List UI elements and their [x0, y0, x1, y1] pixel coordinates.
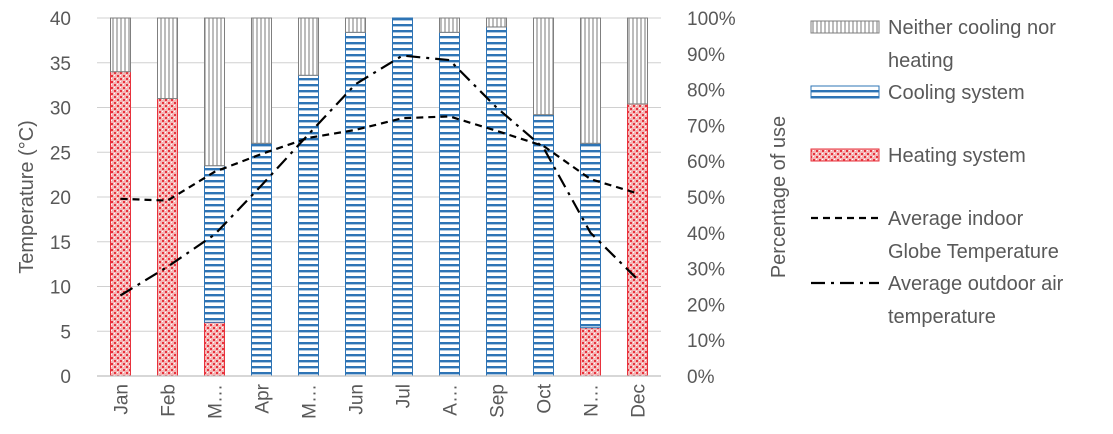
bar-segment [533, 17, 554, 116]
bar-segment [533, 114, 554, 377]
x-tick-label: N… [582, 384, 603, 417]
y-left-tick-label: 20 [50, 188, 71, 209]
axes: 0 5 10 15 20 25 30 35 40 0% 10% 20% 30% 40% 50% 60% 70% 8… [16, 9, 790, 419]
bar-segment [251, 142, 272, 377]
legend-label: heating [888, 50, 954, 72]
y-left-tick-label: 10 [50, 278, 71, 299]
bar-segment [345, 31, 366, 377]
legend-label: Average indoor [888, 208, 1024, 230]
y-left-tick-label: 0 [60, 367, 71, 388]
y-right-tick-label: 40% [687, 224, 725, 245]
bar-segment [627, 17, 648, 105]
y-right-tick-label: 20% [687, 295, 725, 316]
x-tick-label: Jul [394, 384, 415, 408]
bar-segment [345, 17, 366, 33]
bar-segment [204, 17, 225, 167]
legend: Neither cooling nor heating Cooling system… [810, 17, 1064, 328]
stacked-bars [110, 17, 648, 377]
bar-segment [392, 17, 413, 377]
y-right-tick-label: 0% [687, 367, 715, 388]
x-tick-label: A… [441, 384, 462, 416]
x-tick-label: Feb [159, 384, 180, 417]
y-left-tick-label: 35 [50, 54, 71, 75]
x-tick-label: M… [206, 384, 227, 419]
x-tick-label: Apr [253, 383, 274, 413]
y-right-tick-label: 100% [687, 9, 736, 30]
y-right-axis-title: Percentage of use [768, 116, 790, 278]
bar-segment [110, 17, 131, 73]
y-left-axis-title: Temperature (°C) [16, 120, 38, 274]
y-right-tick-label: 50% [687, 188, 725, 209]
legend-label: Average outdoor air [888, 273, 1064, 295]
x-tick-label: Jan [112, 384, 133, 415]
temperature-lines [119, 54, 639, 297]
y-right-tick-label: 30% [687, 260, 725, 281]
bar-segment [298, 17, 319, 76]
gridlines [97, 17, 661, 332]
legend-label: Globe Temperature [888, 241, 1059, 263]
bar-segment [157, 17, 178, 100]
bar-segment [204, 321, 225, 377]
legend-label: Neither cooling nor [888, 17, 1056, 39]
bar-segment [298, 74, 319, 377]
x-tick-label: Dec [629, 384, 650, 418]
x-tick-label: Jun [347, 384, 368, 415]
bar-segment [204, 165, 225, 323]
legend-label: Heating system [888, 145, 1026, 167]
x-tick-label: Sep [488, 384, 509, 418]
legend-swatch [810, 20, 880, 34]
y-right-tick-label: 60% [687, 152, 725, 173]
y-right-tick-label: 70% [687, 116, 725, 137]
bar-segment [251, 17, 272, 144]
bar-segment [486, 17, 507, 28]
bar-segment [486, 26, 507, 377]
bar-segment [580, 17, 601, 144]
y-right-tick-label: 90% [687, 45, 725, 66]
bar-segment [580, 142, 601, 329]
bar-segment [439, 17, 460, 33]
bar-segment [110, 71, 131, 377]
bar-segment [157, 98, 178, 377]
legend-label: temperature [888, 306, 996, 328]
y-right-tick-label: 10% [687, 331, 725, 352]
y-right-tick-label: 80% [687, 81, 725, 102]
x-tick-label: Oct [535, 383, 556, 413]
legend-swatch [810, 85, 880, 99]
bar-segment [627, 103, 648, 377]
line-series [120, 115, 638, 202]
bar-segment [580, 327, 601, 377]
legend-label: Cooling system [888, 82, 1025, 104]
x-tick-label: M… [300, 384, 321, 419]
y-left-tick-label: 30 [50, 99, 71, 120]
legend-swatch [810, 148, 880, 162]
y-left-tick-label: 40 [50, 9, 71, 30]
line-series [119, 54, 639, 297]
y-left-tick-label: 5 [60, 322, 71, 343]
y-left-tick-label: 15 [50, 233, 71, 254]
y-left-tick-label: 25 [50, 143, 71, 164]
bar-segment [439, 31, 460, 377]
